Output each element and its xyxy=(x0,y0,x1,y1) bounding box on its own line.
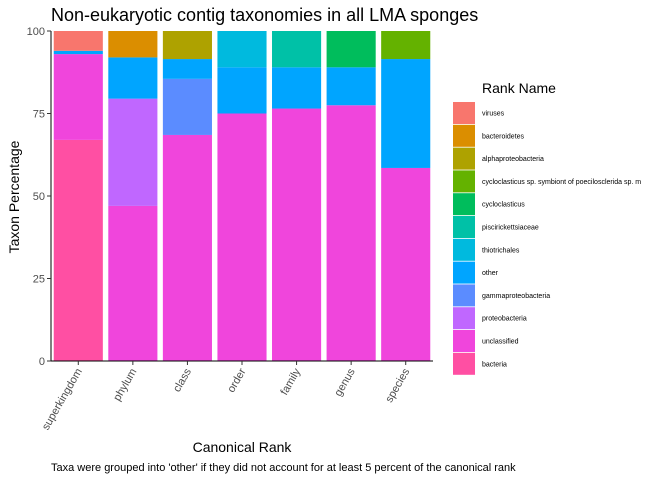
bar-segment-class-gammaproteobacteria xyxy=(162,78,212,135)
chart-caption: Taxa were grouped into 'other' if they d… xyxy=(51,462,516,474)
bar-segment-superkingdom-other xyxy=(53,50,103,55)
bar-segment-species-cycloclasticus-sp-symbiont-of-poecilosclerida-sp-m xyxy=(381,31,431,60)
legend-label: piscirickettsiaceae xyxy=(482,225,539,232)
y-tick-label: 75 xyxy=(33,109,45,121)
bar-segment-family-other xyxy=(272,67,322,109)
y-tick-label: 100 xyxy=(27,26,45,38)
bar-segment-class-other xyxy=(162,59,212,79)
x-tick-label: class xyxy=(171,366,194,394)
bar-segment-order-other xyxy=(217,67,267,114)
bar-segment-superkingdom-unclassified xyxy=(53,54,103,140)
legend-label: gammaproteobacteria xyxy=(482,293,550,300)
legend-key-bacteria xyxy=(453,352,475,375)
legend-label: thiotrichales xyxy=(482,247,520,254)
legend-label: bacteroidetes xyxy=(482,133,525,140)
legend-key-piscirickettsiaceae xyxy=(453,216,475,238)
legend-key-cycloclasticus-sp-symbiont-of-poecilosclerida-sp-m xyxy=(453,170,475,193)
x-tick-label: superkingdom xyxy=(40,367,85,433)
bar-segment-phylum-bacteroidetes xyxy=(108,31,158,58)
x-tick-label: order xyxy=(225,366,248,395)
bar-segment-genus-other xyxy=(326,67,376,106)
legend-key-proteobacteria xyxy=(453,307,475,330)
legend-key-bacteroidetes xyxy=(453,124,475,147)
bars-group xyxy=(53,31,431,361)
bar-segment-order-thiotrichales xyxy=(217,31,267,68)
bar-segment-genus-cycloclasticus xyxy=(326,31,376,68)
bar-segment-superkingdom-viruses xyxy=(53,31,103,51)
legend-label: alphaproteobacteria xyxy=(482,156,544,163)
bar-segment-family-unclassified xyxy=(272,108,322,361)
y-tick-label: 0 xyxy=(39,356,45,368)
legend-title: Rank Name xyxy=(482,80,556,96)
legend-key-viruses xyxy=(453,102,475,124)
x-tick-label: genus xyxy=(332,366,358,398)
legend-key-alphaproteobacteria xyxy=(453,147,475,170)
chart-title: Non-eukaryotic contig taxonomies in all … xyxy=(51,5,478,25)
legend-label: bacteria xyxy=(482,361,507,368)
legend-label: cycloclasticus sp. symbiont of poecilosc… xyxy=(482,179,641,186)
legend-key-other xyxy=(453,261,475,284)
bar-segment-class-alphaproteobacteria xyxy=(162,31,212,60)
legend: Rank Name viruses bacteroidetes alphaprote… xyxy=(453,80,641,375)
legend-key-unclassified xyxy=(453,330,475,352)
bar-segment-superkingdom-bacteria xyxy=(53,139,103,361)
bar-segment-genus-unclassified xyxy=(326,105,376,361)
x-tick-label: family xyxy=(278,366,303,397)
legend-key-thiotrichales xyxy=(453,238,475,261)
y-tick-label: 50 xyxy=(33,191,45,203)
bar-segment-family-piscirickettsiaceae xyxy=(272,31,322,68)
legend-label: unclassified xyxy=(482,339,519,346)
x-tick-label: phylum xyxy=(111,367,139,404)
y-axis-title: Taxon Percentage xyxy=(6,140,22,253)
x-axis-title: Canonical Rank xyxy=(193,439,293,455)
x-tick-label: species xyxy=(383,366,412,405)
legend-label: other xyxy=(482,270,499,277)
bar-segment-phylum-unclassified xyxy=(108,205,158,361)
legend-key-gammaproteobacteria xyxy=(453,284,475,307)
legend-label: proteobacteria xyxy=(482,316,527,323)
y-tick-label: 25 xyxy=(33,274,45,286)
legend-label: cycloclasticus xyxy=(482,202,525,209)
legend-label: viruses xyxy=(482,111,505,118)
bar-segment-species-other xyxy=(381,59,431,168)
bar-segment-species-unclassified xyxy=(381,167,431,361)
bar-segment-order-unclassified xyxy=(217,113,267,361)
bar-segment-phylum-other xyxy=(108,57,158,99)
bar-segment-class-unclassified xyxy=(162,134,212,361)
bar-segment-phylum-proteobacteria xyxy=(108,98,158,206)
legend-key-cycloclasticus xyxy=(453,193,475,216)
